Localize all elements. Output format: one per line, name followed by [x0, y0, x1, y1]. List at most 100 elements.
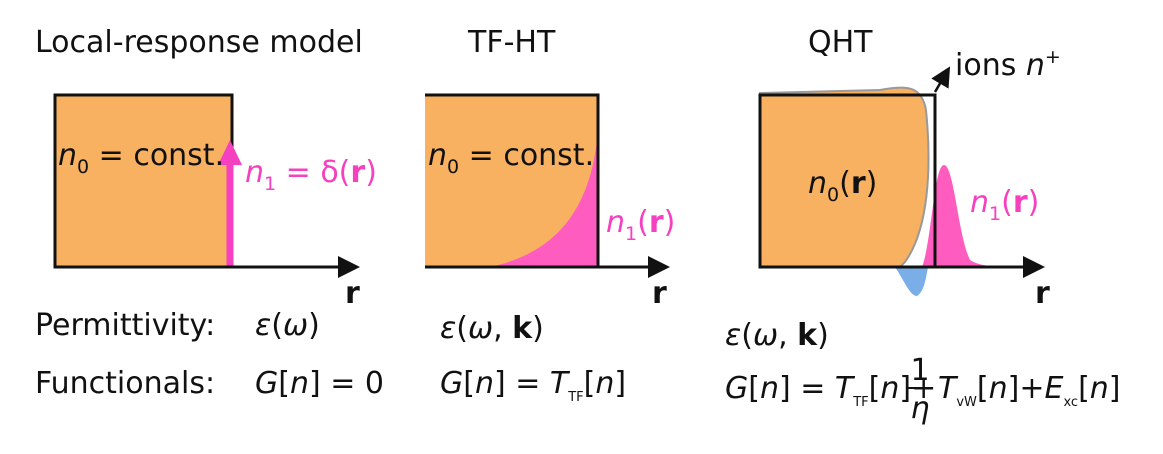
t: r — [1013, 185, 1028, 220]
t: [ — [463, 366, 475, 401]
axis-label: r — [345, 276, 360, 311]
t: = const. — [89, 138, 224, 173]
arrow-head — [218, 140, 242, 165]
functional: G[n] = TTF[n]+ — [725, 371, 936, 410]
t: ( — [271, 308, 283, 343]
axis-arrow — [338, 256, 360, 278]
t: ( — [637, 205, 649, 240]
t: ε — [440, 311, 456, 346]
title: Local-response model — [35, 25, 363, 60]
ground-density — [759, 86, 930, 268]
t: ) — [664, 205, 676, 240]
t: n — [808, 166, 827, 201]
functional-cont: TvW[n]+Exc[n] — [938, 371, 1121, 410]
t: TF — [567, 390, 583, 405]
t: ε — [725, 318, 741, 353]
t: ) — [866, 166, 878, 201]
t: r — [350, 155, 365, 190]
n0-label: n0 = const. — [428, 138, 594, 178]
t: n — [475, 366, 494, 401]
t: ] = — [494, 366, 550, 401]
ions-label: ions n+ — [955, 46, 1061, 83]
t: n — [760, 371, 779, 406]
t: E — [1044, 371, 1063, 406]
title: QHT — [808, 25, 873, 60]
t: n — [1090, 371, 1109, 406]
t: , — [778, 318, 797, 353]
axis-arrow — [1023, 256, 1045, 278]
t: ( — [839, 166, 851, 201]
t: n — [595, 366, 614, 401]
row-label: Permittivity: — [35, 308, 215, 343]
t: G — [725, 371, 748, 406]
t: n — [989, 371, 1008, 406]
box-edge — [425, 93, 600, 267]
axis-label: r — [652, 276, 667, 311]
t: n — [606, 205, 625, 240]
permittivity: ε(ω, k) — [440, 311, 544, 346]
title: TF-HT — [467, 25, 556, 60]
axis-label: r — [1035, 276, 1050, 311]
permittivity: ε(ω) — [255, 308, 320, 343]
t: 0 — [827, 184, 839, 206]
fraction-num: 1 — [910, 353, 929, 388]
t: 0 — [447, 156, 459, 178]
t: 1 — [989, 203, 1001, 225]
functional: G[n] = TTF[n] — [440, 366, 626, 405]
fraction-den: η — [910, 391, 929, 426]
t: + — [1045, 46, 1061, 68]
t: T — [550, 366, 571, 401]
t: k — [512, 311, 533, 346]
t: ]+ — [1008, 371, 1045, 406]
t: [ — [584, 366, 596, 401]
permittivity: ε(ω, k) — [725, 318, 829, 353]
t: r — [649, 205, 664, 240]
t: ions — [955, 48, 1026, 83]
t: ] = 0 — [309, 366, 384, 401]
t: ( — [741, 318, 753, 353]
t: 0 — [77, 156, 89, 178]
t: n — [428, 138, 447, 173]
t: G — [255, 366, 278, 401]
t: T — [835, 371, 856, 406]
n1-label: n1 = δ(r) — [245, 155, 377, 195]
t: ) — [817, 318, 829, 353]
t: = δ( — [276, 155, 350, 190]
t: [ — [1078, 371, 1090, 406]
t: ) — [1028, 185, 1040, 220]
t: n — [1026, 48, 1045, 83]
t: r — [851, 166, 866, 201]
t: ) — [365, 155, 377, 190]
t: n — [58, 138, 77, 173]
t: ) — [308, 308, 320, 343]
t: n — [970, 185, 989, 220]
negative-density — [895, 267, 928, 296]
n0-label: n0 = const. — [58, 138, 224, 178]
t: [ — [278, 366, 290, 401]
n1-label: n1(r) — [606, 205, 675, 245]
t: ω — [283, 308, 308, 343]
density-box — [53, 93, 234, 269]
axis-arrow — [648, 256, 670, 278]
t: TF — [852, 395, 868, 410]
t: k — [797, 318, 818, 353]
t: vW — [956, 395, 977, 410]
t: G — [440, 366, 463, 401]
t: ω — [468, 311, 493, 346]
ion-pointer — [931, 66, 951, 93]
t: [ — [977, 371, 989, 406]
t: n — [290, 366, 309, 401]
t: ] — [614, 366, 626, 401]
row-label: Functionals: — [35, 366, 215, 401]
t: ] — [1109, 371, 1121, 406]
t: 1 — [264, 173, 276, 195]
t: 1 — [625, 223, 637, 245]
induced-density — [490, 130, 598, 267]
induced-density — [922, 165, 1015, 267]
t: [ — [869, 371, 881, 406]
t: ( — [1001, 185, 1013, 220]
t: ω — [753, 318, 778, 353]
t: ( — [456, 311, 468, 346]
t: , — [493, 311, 512, 346]
